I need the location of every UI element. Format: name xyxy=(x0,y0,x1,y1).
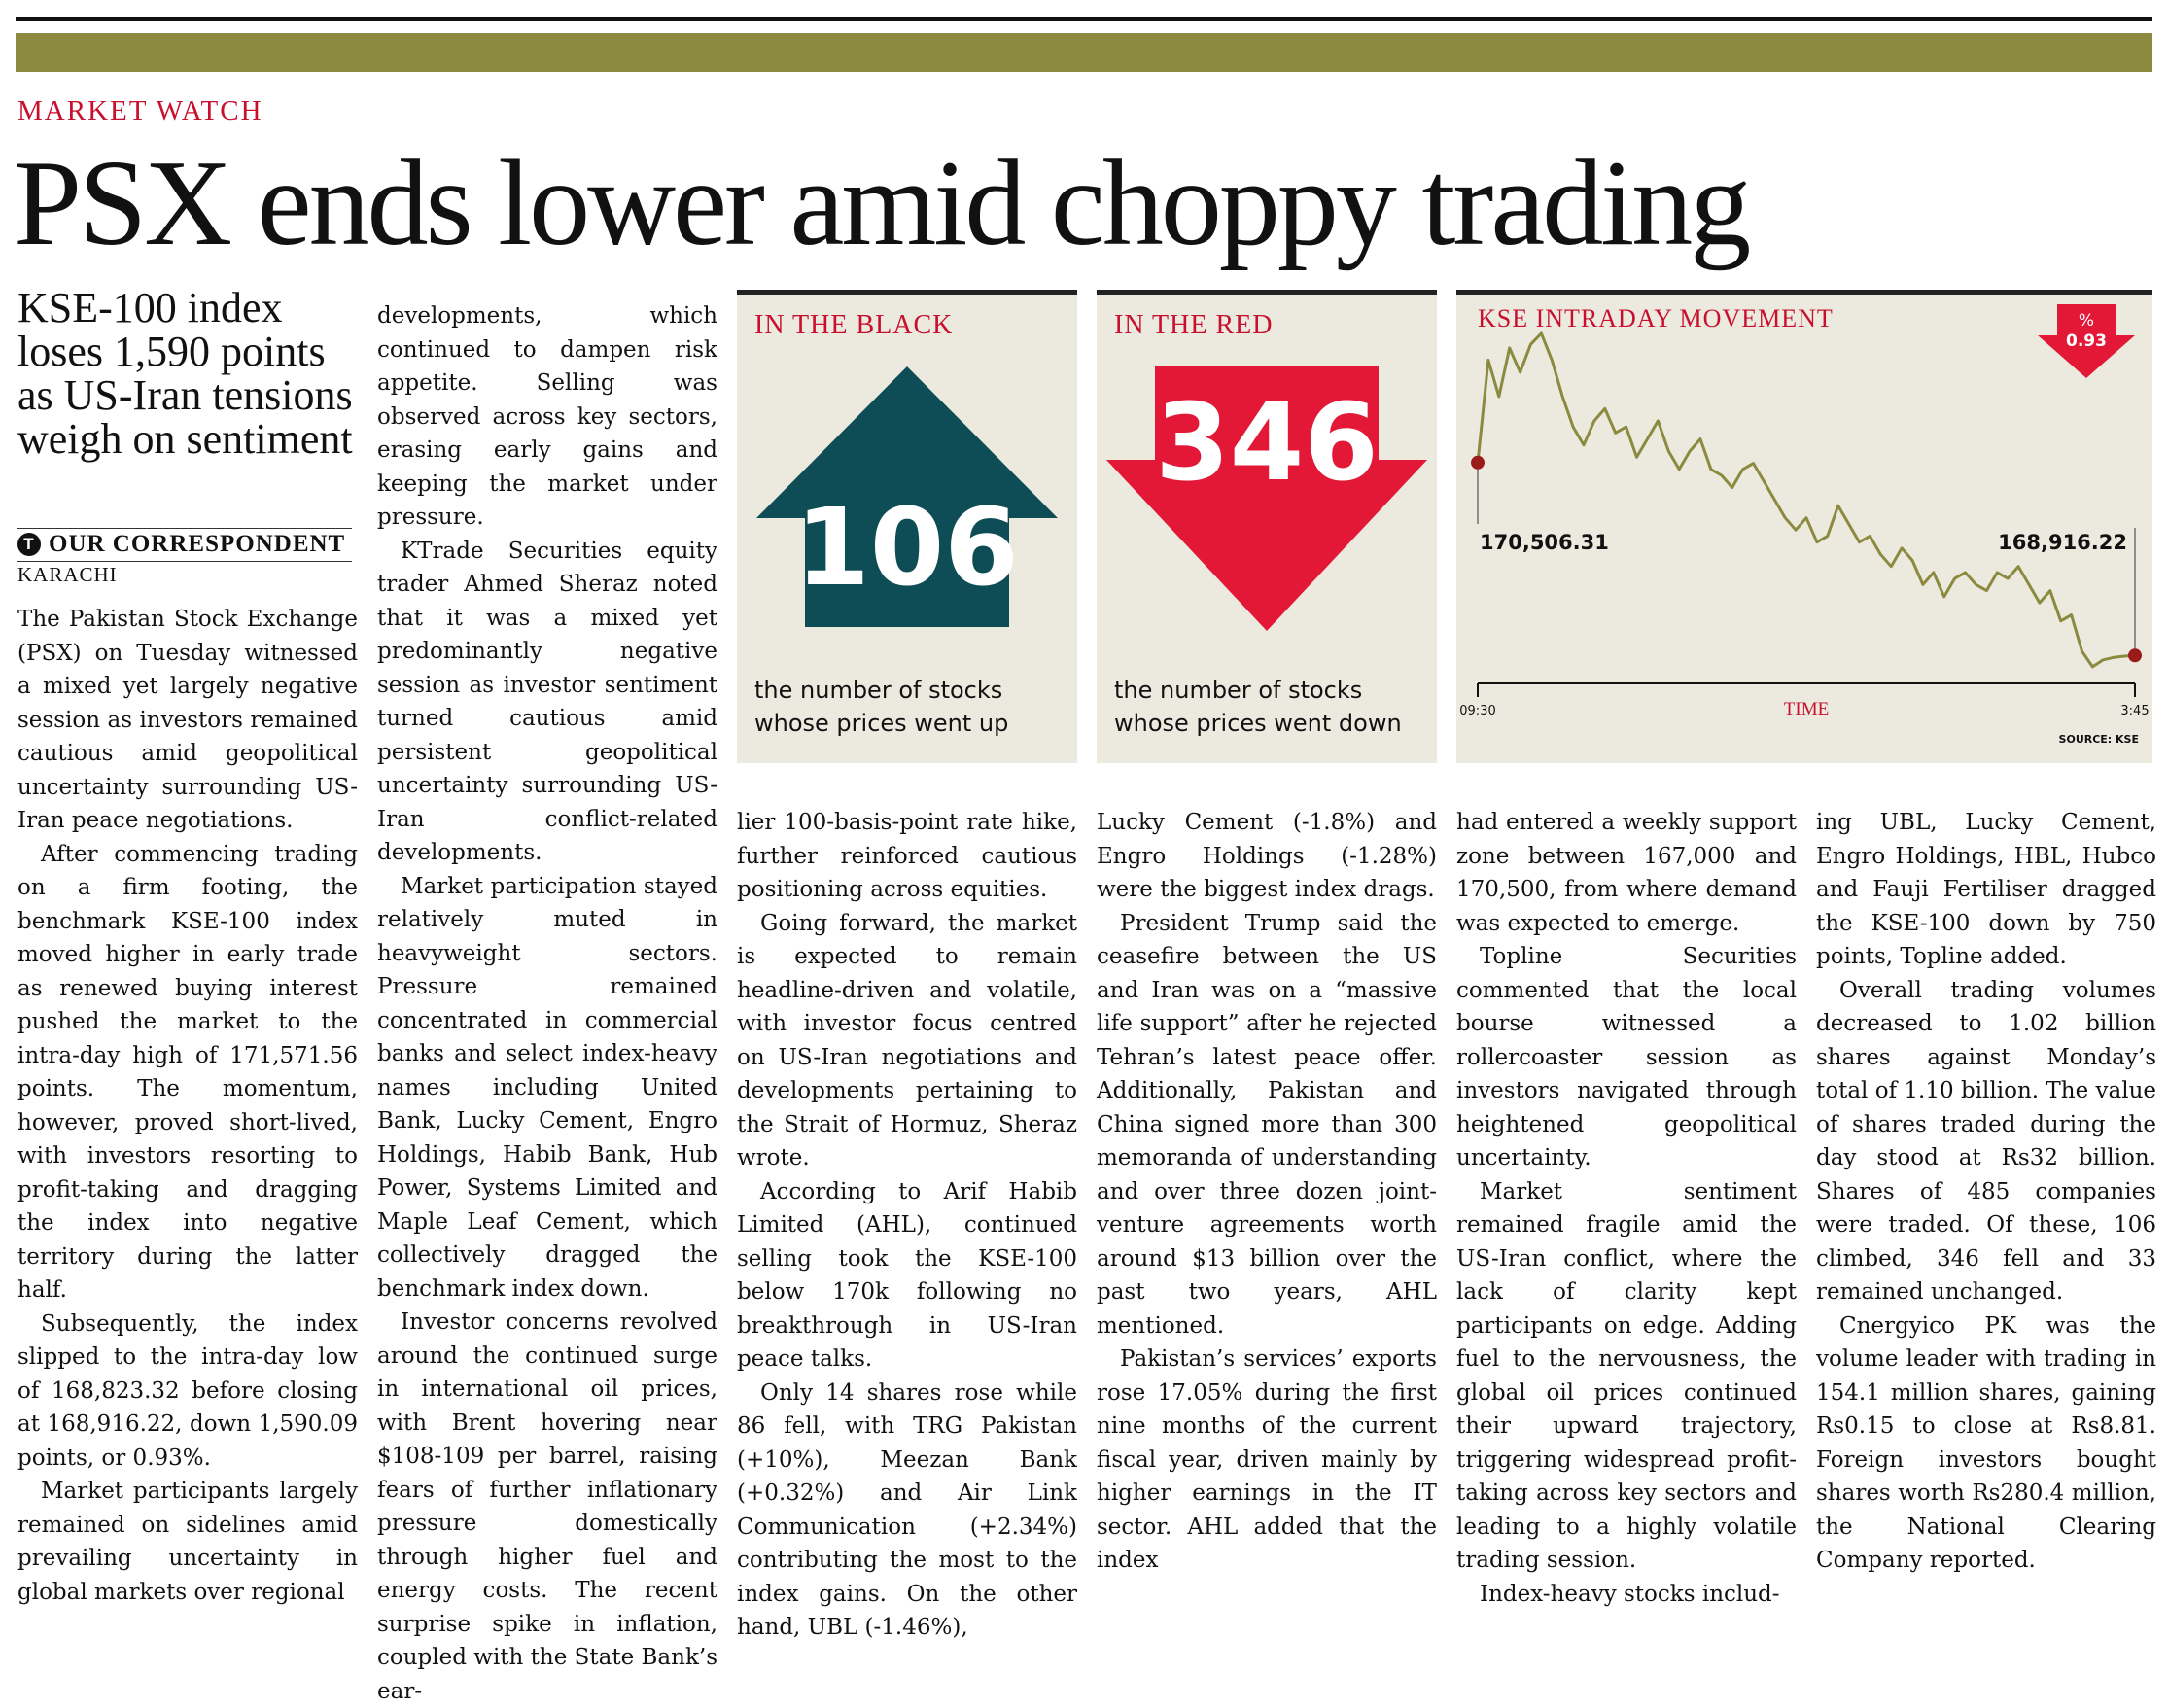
body-column-6: ing UBL, Lucky Cement, Engro Holdings, H… xyxy=(1816,806,2156,1578)
dateline: KARACHI xyxy=(17,563,118,586)
body-paragraph: ing UBL, Lucky Cement, Engro Holdings, H… xyxy=(1816,810,2156,969)
byline: T OUR CORRESPONDENT xyxy=(17,528,352,562)
body-paragraph: President Trump said the ceasefire betwe… xyxy=(1097,910,1437,1339)
body-paragraph: Market participants largely remained on … xyxy=(17,1479,358,1605)
up-arrow-icon xyxy=(756,366,1058,627)
x-end-label: 3:45 xyxy=(2120,704,2149,718)
in-the-red-title: IN THE RED xyxy=(1114,310,1274,340)
deck: KSE-100 index loses 1,590 points as US-I… xyxy=(17,284,353,463)
body-column-5: had entered a weekly support zone betwee… xyxy=(1456,806,1797,1611)
body-paragraph: Market sentiment remained fragile amid t… xyxy=(1456,1178,1797,1574)
body-paragraph: The Pakistan Stock Exchange (PSX) on Tue… xyxy=(17,607,358,833)
body-column-2: developments, which continued to dampen … xyxy=(377,299,717,1708)
body-paragraph: Lucky Cement (-1.8%) and Engro Holdings … xyxy=(1097,810,1437,902)
open-point-marker xyxy=(1471,455,1485,470)
in-the-black-caption: the number of stocks whose prices went u… xyxy=(754,677,1009,737)
kse-series-line xyxy=(1476,331,2136,669)
body-paragraph: Market participation stayed relatively m… xyxy=(377,873,717,1302)
intraday-line-chart: % 0.93 09:30 3:45 TIME SOURCE: KSE 170,5… xyxy=(1459,304,2150,746)
tribune-t-icon: T xyxy=(17,533,41,556)
x-axis-label: TIME xyxy=(1784,699,1829,719)
body-paragraph: Only 14 shares rose while 86 fell, with … xyxy=(737,1379,1077,1641)
body-paragraph: Investor concerns revolved around the co… xyxy=(377,1309,718,1704)
in-the-black-panel: IN THE BLACK 106 the number of stocks wh… xyxy=(737,290,1077,763)
down-arrow-icon xyxy=(1106,366,1427,631)
body-paragraph: Pakistan’s services’ exports rose 17.05%… xyxy=(1097,1346,1437,1573)
body-paragraph: After commencing trading on a firm footi… xyxy=(17,841,358,1304)
in-the-black-title: IN THE BLACK xyxy=(754,310,954,340)
in-the-red-caption: the number of stocks whose prices went d… xyxy=(1114,677,1402,737)
byline-text: OUR CORRESPONDENT xyxy=(49,531,346,557)
body-paragraph: Subsequently, the index slipped to the i… xyxy=(17,1310,358,1471)
close-point-marker xyxy=(2128,648,2142,663)
body-column-1: The Pakistan Stock Exchange (PSX) on Tue… xyxy=(17,603,358,1609)
x-start-label: 09:30 xyxy=(1459,704,1495,718)
in-the-black-number: 106 xyxy=(795,485,1019,610)
body-paragraph: lier 100-basis-point rate hike, further … xyxy=(737,810,1077,902)
change-badge-value: 0.93 xyxy=(2066,331,2107,351)
section-band xyxy=(16,33,2152,72)
close-value-label: 168,916.22 xyxy=(1998,531,2127,554)
in-the-red-panel: IN THE RED 346 the number of stocks whos… xyxy=(1097,290,1437,763)
body-paragraph: Cnergyico PK was the volume leader with … xyxy=(1816,1312,2156,1574)
change-badge-symbol: % xyxy=(2079,311,2094,331)
body-column-3: lier 100-basis-point rate hike, further … xyxy=(737,806,1077,1645)
body-paragraph: had entered a weekly support zone betwee… xyxy=(1456,810,1797,936)
body-paragraph: KTrade Securities equity trader Ahmed Sh… xyxy=(377,538,717,866)
change-badge-arrow xyxy=(2038,304,2135,378)
kse-intraday-chart-panel: KSE INTRADAY MOVEMENT % 0.93 09:30 3:45 … xyxy=(1456,290,2152,763)
section-kicker: MARKET WATCH xyxy=(17,95,263,126)
body-column-4: Lucky Cement (-1.8%) and Engro Holdings … xyxy=(1097,806,1437,1578)
chart-title: KSE INTRADAY MOVEMENT xyxy=(1478,304,1834,332)
body-paragraph: Going forward, the market is expected to… xyxy=(737,910,1077,1171)
headline: PSX ends lower amid choppy trading xyxy=(14,136,1751,271)
body-paragraph: Index-heavy stocks includ- xyxy=(1480,1581,1780,1607)
source-label: SOURCE: KSE xyxy=(2059,733,2139,746)
in-the-red-number: 346 xyxy=(1155,380,1379,505)
top-rule xyxy=(16,17,2152,21)
body-paragraph: According to Arif Habib Limited (AHL), c… xyxy=(737,1178,1077,1373)
body-paragraph: Topline Securities commented that the lo… xyxy=(1456,944,1797,1170)
body-paragraph: developments, which continued to dampen … xyxy=(377,303,717,530)
open-value-label: 170,506.31 xyxy=(1480,531,1609,554)
body-paragraph: Overall trading volumes decreased to 1.0… xyxy=(1816,977,2156,1306)
